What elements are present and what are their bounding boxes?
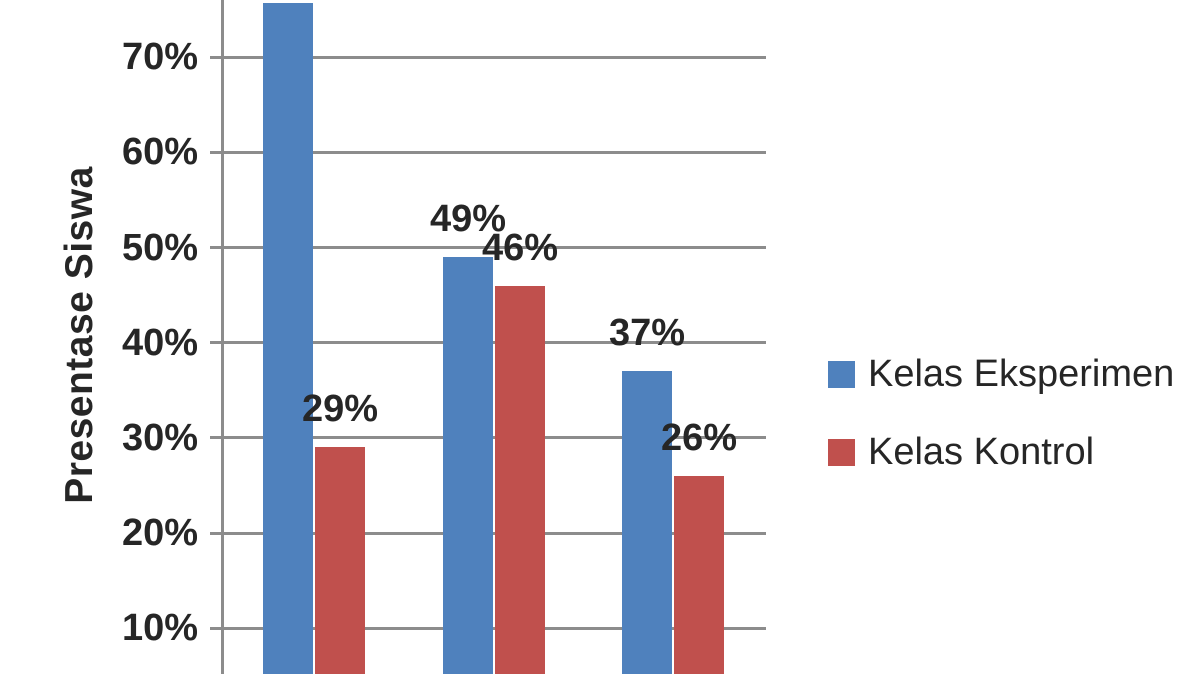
gridline-20: [223, 531, 766, 535]
legend-swatch-kontrol-icon: [828, 439, 855, 466]
legend-label-kelas-eksperimen: Kelas Eksperimen: [868, 353, 1175, 395]
gridline-40: [223, 341, 766, 345]
gridline-60: [223, 150, 766, 154]
bar-value-label-3-2: 26%: [660, 416, 738, 459]
y-tick-label-50: 50%: [121, 226, 198, 269]
gridline-10: [223, 626, 766, 630]
y-tick-label-10: 10%: [121, 607, 198, 650]
y-tick-label-70: 70%: [121, 36, 198, 79]
bar-value-label-3-1: 37%: [608, 312, 686, 355]
y-tick-mark-60: [210, 150, 224, 154]
y-tick-label-20: 20%: [121, 512, 198, 555]
y-axis-line: [221, 0, 224, 674]
bar-kelas-kontrol-2: [495, 285, 545, 674]
bar-kelas-eksperimen-1: [263, 2, 313, 674]
y-tick-label-60: 60%: [121, 131, 198, 174]
bar-value-label-1-2: 29%: [301, 388, 379, 431]
y-tick-label-30: 30%: [121, 416, 198, 459]
y-tick-mark-50: [210, 246, 224, 249]
y-tick-mark-70: [210, 55, 224, 59]
legend-item-kelas-kontrol: Kelas Kontrol: [828, 431, 1174, 473]
bar-value-label-2-2: 46%: [481, 226, 559, 269]
gridline-50: [223, 246, 766, 249]
legend-item-kelas-eksperimen: Kelas Eksperimen: [828, 353, 1175, 395]
legend: Kelas Eksperimen Kelas Kontrol: [828, 353, 1175, 473]
legend-label-kelas-kontrol: Kelas Kontrol: [868, 431, 1095, 473]
bar-kelas-kontrol-1: [315, 447, 365, 674]
bar-kelas-kontrol-3: [674, 475, 724, 674]
y-tick-mark-10: [210, 626, 224, 630]
legend-swatch-eksperimen-icon: [828, 361, 855, 388]
bar-kelas-eksperimen-2: [443, 257, 493, 674]
bar-value-label-2-1: 49%: [429, 198, 507, 241]
y-tick-mark-20: [210, 531, 224, 535]
gridline-70: [223, 55, 766, 59]
gridline-30: [223, 436, 766, 440]
y-tick-mark-30: [210, 436, 224, 440]
y-tick-label-40: 40%: [121, 321, 198, 364]
y-tick-mark-40: [210, 341, 224, 345]
bar-kelas-eksperimen-3: [622, 371, 672, 674]
